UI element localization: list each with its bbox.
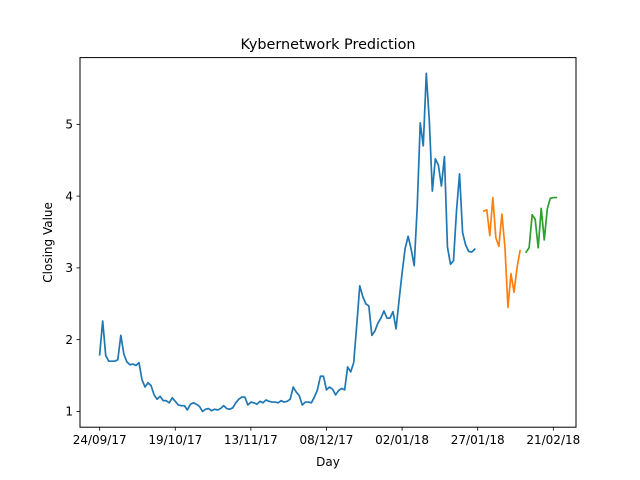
series-layer (98, 72, 558, 413)
x-tick-label: 19/10/17 (148, 433, 202, 447)
x-tick-label: 27/01/18 (451, 433, 505, 447)
series-line-1 (98, 72, 476, 413)
x-axis: 24/09/17 19/10/17 13/11/17 08/12/17 02/01/18… (73, 427, 580, 447)
y-tick-label: 2 (65, 333, 73, 347)
y-axis: 1 2 3 4 5 (65, 118, 80, 419)
y-tick-label: 1 (65, 405, 73, 419)
x-tick-label: 21/02/18 (526, 433, 580, 447)
x-tick-label: 13/11/17 (224, 433, 278, 447)
plot-area-frame (79, 57, 577, 428)
x-tick-label: 08/12/17 (300, 433, 354, 447)
y-tick-label: 4 (65, 189, 73, 203)
x-axis-label: Day (316, 455, 340, 469)
chart-title: Kybernetwork Prediction (240, 37, 415, 53)
y-tick-label: 5 (65, 118, 73, 132)
series-line-2 (482, 196, 522, 309)
y-tick-label: 3 (65, 261, 73, 275)
series-line-3 (524, 196, 558, 254)
x-tick-label: 02/01/18 (375, 433, 429, 447)
y-axis-label: Closing Value (41, 202, 55, 283)
x-tick-label: 24/09/17 (73, 433, 127, 447)
